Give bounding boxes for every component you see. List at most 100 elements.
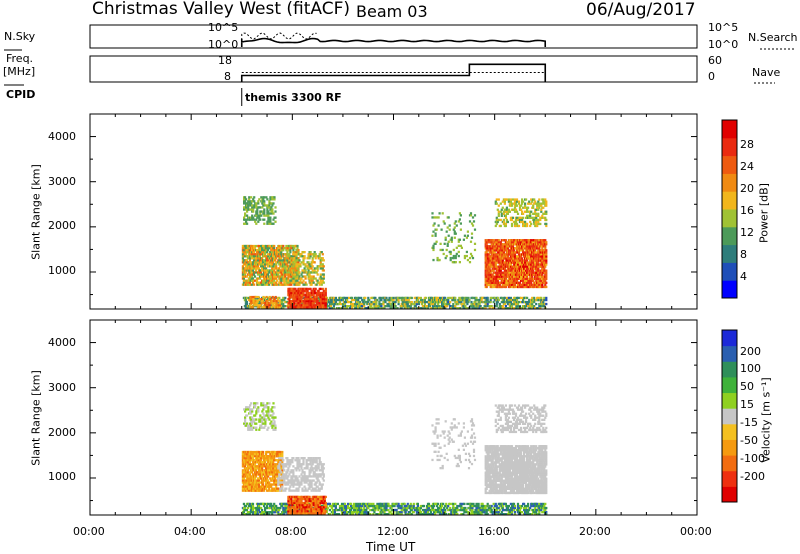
- power-panel-cell: [515, 204, 519, 207]
- power-panel-cell: [539, 271, 542, 274]
- power-panel-cell: [377, 305, 380, 308]
- velocity-panel-cell: [254, 473, 258, 476]
- power-panel-cell: [495, 265, 498, 268]
- power-panel-cell: [536, 269, 539, 272]
- power-panel-cell: [496, 220, 499, 224]
- velocity-panel-cell: [241, 487, 244, 490]
- power-panel-cell: [368, 298, 371, 302]
- velocity-panel-cell: [243, 422, 246, 425]
- power-panel-cell: [540, 208, 543, 211]
- power-panel-cell: [265, 244, 268, 248]
- power-panel-cell: [247, 269, 250, 272]
- power-panel-cell: [515, 222, 519, 226]
- velocity-panel-cell: [278, 475, 281, 478]
- power-panel-cell: [495, 302, 498, 306]
- power-panel-cell: [455, 224, 458, 227]
- power-panel-cell: [484, 269, 487, 272]
- power-panel-cell: [274, 206, 277, 209]
- power-panel-cell: [268, 271, 271, 274]
- velocity-panel-cell: [280, 471, 283, 474]
- power-panel-cell: [284, 271, 287, 274]
- power-panel-cell: [249, 261, 252, 264]
- power-panel-cell: [423, 300, 426, 304]
- velocity-panel-cell: [272, 418, 275, 421]
- velocity-panel-cell: [261, 479, 264, 482]
- power-panel-cell: [504, 222, 507, 226]
- power-panel-cell: [292, 267, 295, 270]
- power-panel-cell: [287, 306, 290, 309]
- power-panel-cell: [530, 239, 533, 242]
- power-panel-cell: [279, 261, 282, 264]
- velocity-panel-cell: [255, 459, 259, 462]
- power-panel-cell: [545, 259, 548, 262]
- nsearch-tick-bottom: 10^0: [708, 38, 739, 51]
- power-panel-cell: [420, 302, 423, 306]
- power-panel-cell: [530, 255, 533, 258]
- velocity-panel-cell: [264, 485, 267, 488]
- power-panel-cell: [320, 277, 323, 280]
- power-panel-cell: [320, 251, 323, 254]
- power-panel-cell: [343, 307, 347, 310]
- power-panel-cell: [476, 298, 479, 302]
- power-panel-cell: [450, 236, 453, 239]
- power-panel-cell: [256, 265, 260, 268]
- power-panel-cell: [520, 249, 523, 252]
- vel-cb-tick-m15: -15: [740, 416, 758, 429]
- power-panel-cell: [503, 200, 506, 203]
- power-panel-cell: [497, 298, 500, 302]
- power-panel-cell: [319, 273, 322, 276]
- power-panel-cell: [246, 307, 249, 310]
- power-panel-cell: [541, 216, 544, 219]
- power-panel-cell: [245, 296, 248, 300]
- power-panel-cell: [440, 228, 443, 231]
- power-panel-cell: [447, 296, 450, 300]
- power-panel-cell: [545, 200, 548, 203]
- power-panel-cell: [266, 198, 269, 201]
- power-panel-cell: [462, 305, 465, 308]
- power-panel-cell: [538, 247, 541, 250]
- power-panel-cell: [311, 259, 314, 262]
- power-panel-cell: [256, 273, 260, 276]
- power-panel-cell: [465, 307, 468, 310]
- power-panel-cell: [301, 255, 304, 258]
- power-panel-cell: [250, 196, 253, 199]
- power-panel-cell: [409, 305, 412, 308]
- power-panel-cell: [258, 277, 262, 280]
- power-panel-cell: [488, 307, 491, 310]
- velocity-panel-cell: [253, 477, 257, 480]
- power-panel-cell: [496, 296, 499, 300]
- power-panel-cell: [520, 239, 523, 242]
- velocity-panel-cell: [273, 457, 276, 460]
- power-panel-cell: [306, 287, 309, 291]
- power-panel-cell: [290, 255, 293, 258]
- power-panel-cell: [532, 206, 535, 209]
- velocity-panel-cell: [261, 489, 264, 492]
- power-panel-cell: [538, 198, 541, 201]
- power-panel-cell: [304, 265, 307, 268]
- power-panel-cell: [470, 254, 474, 258]
- power-panel-cell: [358, 305, 361, 308]
- power-panel-cell: [265, 267, 268, 270]
- power-panel-cell: [299, 302, 302, 305]
- power-panel-cell: [485, 259, 488, 262]
- nave-tick-bottom: 0: [708, 70, 715, 83]
- power-panel-cell: [256, 216, 259, 219]
- power-panel-cell: [304, 269, 307, 272]
- power-panel-cell: [251, 263, 255, 266]
- power-panel-cell: [407, 307, 410, 310]
- power-panel-cell: [453, 236, 456, 239]
- power-panel-cell: [265, 281, 268, 284]
- power-panel-cell: [459, 244, 462, 247]
- power-panel-cell: [265, 214, 268, 217]
- velocity-panel-cell: [251, 473, 255, 476]
- power-panel-cell: [464, 305, 467, 308]
- power-panel-cell: [246, 214, 249, 217]
- power-panel-cell: [272, 212, 275, 215]
- power-panel-cell: [374, 296, 377, 300]
- power-panel-cell: [478, 307, 481, 310]
- power-panel-cell: [273, 267, 276, 270]
- power-panel-cell: [389, 302, 392, 306]
- power-panel-cell: [290, 283, 293, 286]
- velocity-panel-cell: [256, 481, 260, 484]
- power-panel-cell: [490, 255, 493, 258]
